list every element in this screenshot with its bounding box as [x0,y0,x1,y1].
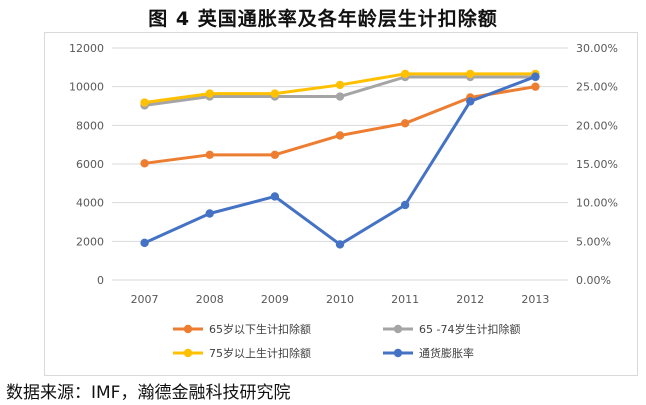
y-tick-label: 8000 [76,119,104,132]
data-point-series-1 [531,82,540,91]
y-tick-label: 2000 [76,235,104,248]
legend-label: 75岁以上生计扣除额 [209,346,311,360]
series-line-4 [143,75,536,246]
y2-tick-label: 10.00% [576,197,618,210]
data-point-series-3 [205,89,214,98]
y-tick-label: 4000 [76,197,104,210]
source-note: 数据来源：IMF，瀚德金融科技研究院 [6,383,291,403]
y-tick-label: 12000 [69,42,104,55]
y2-tick-label: 30.00% [576,42,618,55]
data-point-series-4 [531,72,540,81]
data-point-series-1 [205,150,214,160]
x-tick-label: 2011 [391,293,419,306]
legend-label: 通货膨胀率 [419,346,474,360]
y2-tick-label: 5.00% [576,235,611,248]
y2-tick-label: 20.00% [576,119,618,132]
y2-tick-label: 0.00% [576,274,611,287]
legend-swatch-marker [393,348,403,358]
y2-tick-label: 15.00% [576,158,618,171]
data-point-series-4 [205,209,214,218]
data-point-series-4 [335,240,345,249]
data-point-series-3 [335,80,345,90]
data-point-series-1 [335,131,345,140]
data-point-series-4 [270,192,280,201]
x-tick-label: 2008 [196,293,224,306]
data-point-series-4 [400,200,410,210]
x-tick-label: 2010 [326,293,354,306]
legend-swatch-marker [393,324,403,334]
chart-panel [44,32,638,376]
data-point-series-1 [400,119,410,128]
y2-tick-label: 25.00% [576,81,618,94]
data-point-series-3 [140,98,149,107]
legend-label: 65岁以下生计扣除额 [209,322,311,336]
data-point-series-4 [140,238,149,248]
x-tick-label: 2009 [261,293,289,306]
legend-swatch-marker [183,324,193,334]
legend-label: 65 -74岁生计扣除额 [419,322,520,336]
data-point-series-2 [335,92,345,101]
data-point-series-3 [270,89,280,98]
x-tick-label: 2007 [131,293,159,306]
data-point-series-3 [400,69,410,79]
data-point-series-3 [466,69,475,79]
data-point-series-1 [140,159,149,168]
y-tick-label: 10000 [69,81,104,94]
data-point-series-1 [270,150,280,160]
x-tick-label: 2013 [521,293,549,306]
data-point-series-4 [466,97,475,106]
y-tick-label: 0 [97,274,104,287]
y-tick-label: 6000 [76,158,104,171]
x-tick-label: 2012 [456,293,484,306]
chart-title: 图 4 英国通胀率及各年龄层生计扣除额 [148,8,498,30]
legend-swatch-marker [183,348,193,358]
